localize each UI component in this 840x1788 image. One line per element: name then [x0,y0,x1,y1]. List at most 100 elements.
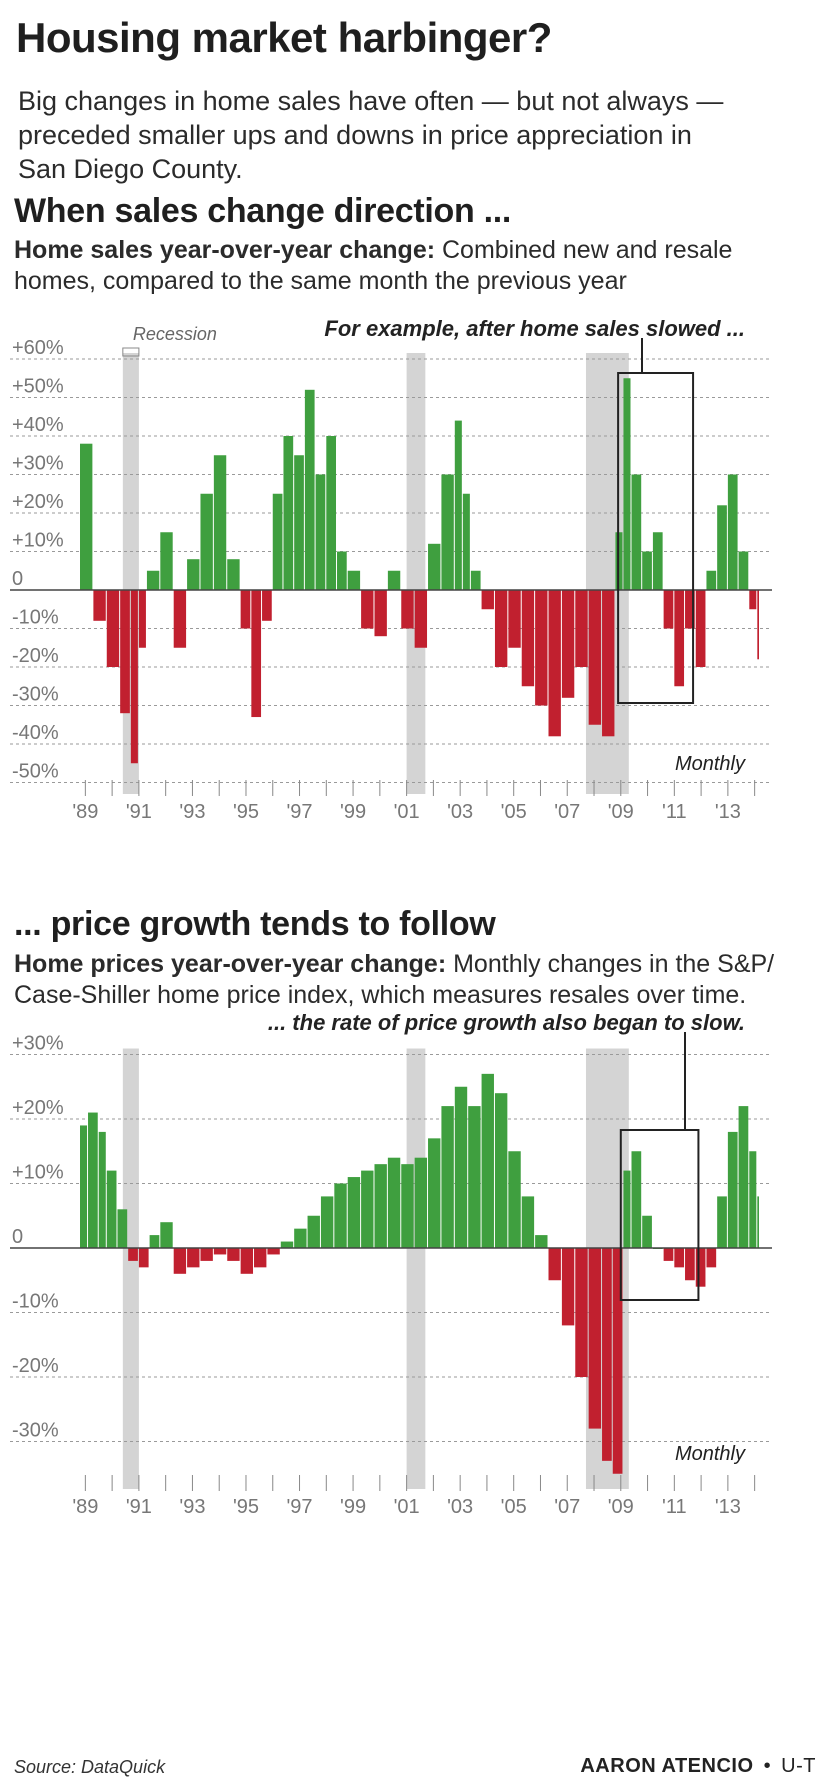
data-bar [347,570,361,590]
y-tick-label: 0 [12,1226,23,1248]
data-bar [200,493,213,590]
data-bar [454,420,462,590]
byline-org: U-T [781,1755,816,1777]
recession-band [406,353,426,794]
data-bar [294,1228,307,1248]
data-bar [521,1196,535,1248]
data-bar [337,551,347,590]
x-tick-label: '97 [286,1496,312,1518]
x-tick-label: '13 [715,1496,741,1518]
data-bar [187,1248,200,1268]
y-tick-label: +20% [12,1097,64,1119]
data-bar [160,1222,173,1248]
x-tick-label: '07 [554,1496,580,1518]
data-bar [631,1151,642,1248]
data-bar [685,590,695,629]
data-bar [304,389,315,590]
prices-section-title: ... price growth tends to follow [14,905,496,943]
frequency-label: Monthly [675,1443,746,1465]
recession-band [406,1048,426,1489]
data-bar [561,590,575,698]
data-bar [227,559,240,590]
data-bar [213,1248,227,1255]
y-tick-label: +20% [12,491,64,513]
data-bar [173,1248,187,1274]
recession-label: Recession [133,324,217,344]
data-bar [588,1248,602,1429]
data-bar [213,455,227,590]
data-bar [727,474,738,590]
x-tick-label: '99 [340,801,366,823]
data-bar [521,590,535,687]
home-prices-chart: +30% +20% +10% 0 -10% -20% -30% '89 '91 '93 '95 '97… [10,1010,772,1518]
sales-section-title: When sales change direction ... [14,192,512,230]
data-bar [280,1241,294,1248]
byline-separator: • [763,1755,772,1777]
y-tick-label: +50% [12,376,64,398]
data-bar [106,1170,117,1248]
x-tick-label: '05 [501,801,527,823]
data-bar [240,590,251,629]
data-bar [623,1170,631,1248]
data-bar [717,505,727,590]
x-tick-label: '01 [394,801,420,823]
recession-band [122,1048,139,1489]
data-bar [200,1248,213,1261]
data-bar [187,559,200,590]
data-bar [414,590,428,648]
annotation-text: ... the rate of price growth also began … [268,1010,745,1035]
data-bar [663,590,674,629]
data-bar [508,1151,521,1248]
data-bar [535,1235,548,1248]
data-bar [642,551,652,590]
x-tick-label: '93 [179,1496,205,1518]
data-bar [727,1131,738,1248]
prices-description-text: Monthly changes in the S&P/ Case-Shiller… [14,950,775,1009]
data-bar [315,474,326,590]
data-bar [441,474,454,590]
data-bar [674,590,685,687]
data-bar [138,590,146,648]
data-bar [146,570,160,590]
recession-label-marker [122,347,140,357]
data-bar [706,1248,717,1268]
data-bar [374,590,387,637]
infographic-title: Housing market harbinger? [16,14,552,61]
data-bar [307,1215,320,1248]
data-bar [663,1248,674,1261]
data-bar [80,443,93,590]
y-tick-label: +10% [12,1162,64,1184]
data-bar [334,1183,347,1248]
sales-description-text: Combined new and resale homes, compared … [14,236,733,295]
data-bar [272,493,283,590]
x-tick-label: '05 [501,1496,527,1518]
data-bar [106,590,120,667]
data-bar [441,1106,454,1248]
x-tick-label: '89 [72,1496,98,1518]
data-bar [80,1125,88,1248]
data-bar [98,1131,106,1248]
data-bar [387,1157,401,1248]
data-bar [548,1248,561,1281]
data-bar [361,590,374,629]
data-bar [401,590,414,629]
data-bar [88,1112,98,1248]
y-tick-label: -20% [12,645,59,667]
data-bar [548,590,561,737]
frequency-label: Monthly [675,753,746,775]
data-bar [401,1164,414,1248]
byline-name: AARON ATENCIO [580,1755,754,1777]
x-tick-label: '01 [394,1496,420,1518]
data-bar [535,590,548,706]
data-bar [717,1196,727,1248]
data-bar [320,1196,334,1248]
x-tick-label: '95 [233,1496,259,1518]
byline: AARON ATENCIO • U-T [580,1755,816,1778]
y-tick-label: -30% [12,1420,59,1442]
data-bar [347,1177,361,1248]
y-tick-label: -10% [12,1291,59,1313]
data-bar [612,1248,623,1474]
x-tick-label: '07 [554,801,580,823]
data-bar [575,1248,588,1377]
data-bar [695,1248,706,1287]
